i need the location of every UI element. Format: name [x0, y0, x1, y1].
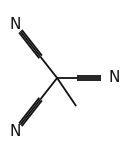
Text: N: N [9, 124, 21, 139]
Text: N: N [109, 71, 120, 85]
Text: N: N [9, 17, 21, 32]
